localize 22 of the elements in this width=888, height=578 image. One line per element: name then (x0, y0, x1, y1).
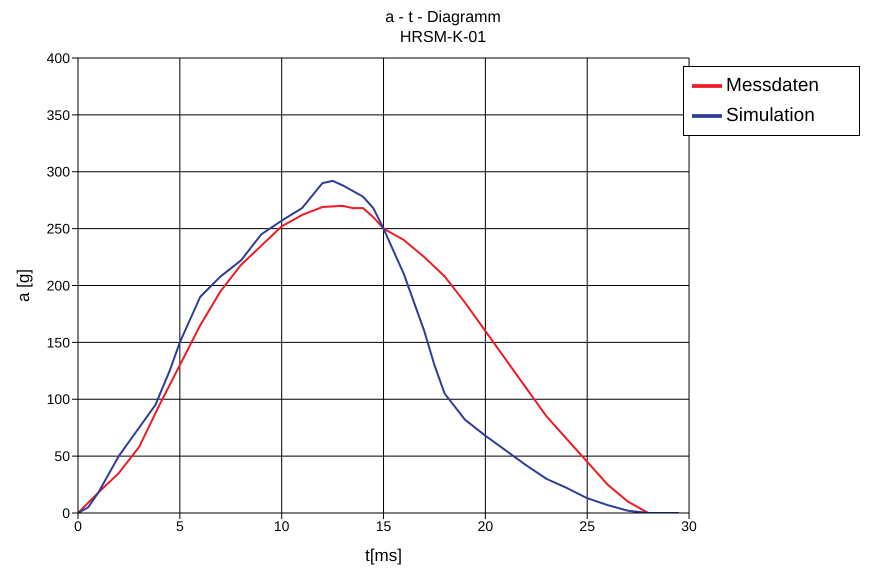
y-axis-title: a [g] (14, 268, 34, 302)
y-tick-label: 0 (62, 504, 70, 521)
y-tick-label: 250 (46, 220, 70, 237)
x-tick-label: 5 (176, 518, 184, 534)
y-tick-label: 300 (46, 164, 70, 180)
legend-label: Simulation (726, 105, 815, 126)
legend-label: Messdaten (726, 75, 819, 96)
y-tick-label: 100 (46, 391, 70, 408)
x-tick-label: 15 (376, 518, 392, 534)
chart-title: a - t - Diagramm (384, 8, 502, 28)
x-tick-label: 25 (579, 518, 596, 534)
y-tick-label: 150 (46, 334, 70, 350)
y-tick-label: 350 (46, 106, 70, 123)
x-tick-label: 30 (681, 518, 698, 534)
y-tick-label: 50 (54, 448, 70, 464)
x-tick-label: 10 (274, 518, 290, 534)
x-tick-label: 0 (74, 518, 82, 534)
x-tick-label: 20 (478, 518, 494, 534)
y-tick-label: 200 (46, 277, 70, 294)
chart-subtitle: HRSM-K-01 (398, 28, 488, 48)
y-tick-label: 400 (46, 50, 70, 66)
x-axis-title: t[ms] (365, 546, 402, 565)
